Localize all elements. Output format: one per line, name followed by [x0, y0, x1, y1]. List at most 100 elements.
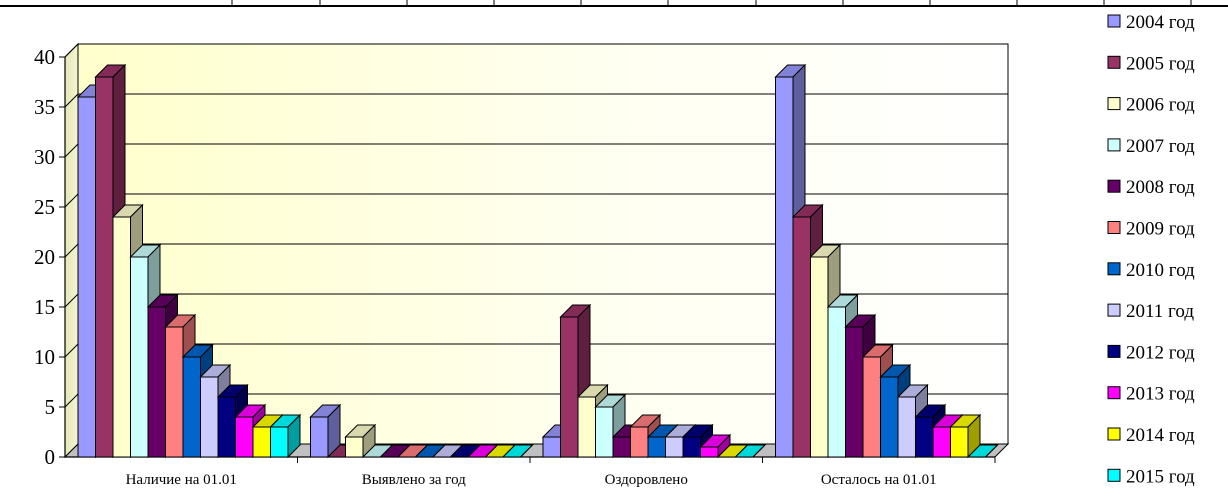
legend-swatch	[1107, 344, 1121, 358]
legend: 2004 год 2005 год 2006 год 2007 год 2008 год…	[1107, 12, 1195, 487]
legend-label: 2013 год	[1126, 384, 1195, 405]
legend-label: 2010 год	[1126, 260, 1195, 281]
bar-front	[682, 436, 701, 458]
legend-item: 2005 год	[1107, 53, 1195, 74]
legend-swatch	[1107, 138, 1121, 152]
bar-front	[647, 436, 666, 458]
y-tick-label: 25	[34, 195, 55, 219]
legend-label: 2009 год	[1126, 219, 1195, 240]
bar-front	[612, 436, 631, 458]
bar	[344, 423, 377, 459]
legend-item: 2007 год	[1107, 136, 1195, 157]
bar-front	[560, 316, 579, 458]
bars	[76, 63, 999, 459]
bar-front	[182, 356, 201, 458]
bar	[269, 413, 302, 459]
bar-front	[792, 216, 811, 458]
legend-label: 2014 год	[1126, 425, 1195, 446]
legend-item: 2006 год	[1107, 95, 1195, 116]
legend-swatch	[1107, 97, 1121, 111]
top-table-border	[0, 0, 1228, 7]
legend-swatch	[1107, 303, 1121, 317]
y-tick-label: 10	[34, 345, 55, 369]
legend-label: 2011 год	[1126, 301, 1194, 322]
bar-front	[932, 426, 951, 458]
bar	[309, 403, 342, 459]
bar-front	[775, 76, 794, 458]
legend-label: 2012 год	[1126, 342, 1195, 363]
bar-front	[897, 396, 916, 458]
y-tick-label: 0	[45, 445, 56, 469]
bar-front	[310, 416, 329, 458]
legend-item: 2010 год	[1107, 260, 1195, 281]
legend-item: 2004 год	[1107, 12, 1195, 33]
x-category-label: Осталось на 01.01	[821, 472, 937, 488]
x-category-label: Наличие на 01.01	[126, 472, 237, 488]
bar-front	[165, 326, 184, 458]
bar-front	[252, 426, 271, 458]
legend-item: 2009 год	[1107, 219, 1195, 240]
bar-front	[77, 96, 96, 458]
bar-side	[520, 444, 533, 458]
y-tick-label: 15	[34, 295, 55, 319]
bar-front	[880, 376, 899, 458]
legend-swatch	[1107, 468, 1121, 482]
legend-label: 2015 год	[1126, 466, 1195, 487]
bar-side	[287, 413, 301, 459]
bar-front	[130, 256, 149, 458]
legend-swatch	[1107, 221, 1121, 234]
bar-front	[270, 426, 289, 458]
bar-front	[827, 306, 846, 458]
legend-swatch	[1107, 179, 1121, 193]
legend-label: 2006 год	[1126, 95, 1195, 116]
bar-front	[235, 416, 254, 458]
bar-front	[200, 376, 219, 458]
legend-item: 2008 год	[1107, 177, 1195, 198]
x-category-label: Оздоровлено	[605, 472, 688, 488]
bar-front	[665, 436, 684, 458]
y-tick-label: 40	[34, 45, 55, 69]
bar	[501, 444, 534, 458]
bar	[966, 444, 999, 458]
y-tick-label: 30	[34, 145, 55, 169]
legend-label: 2005 год	[1126, 53, 1195, 74]
x-category-label: Выявлено за год	[362, 472, 466, 488]
legend-swatch	[1107, 14, 1121, 28]
bar-front	[630, 426, 649, 458]
legend-swatch	[1107, 262, 1121, 276]
y-tick-label: 35	[34, 95, 55, 119]
legend-item: 2011 год	[1107, 301, 1194, 322]
bar-front	[862, 356, 881, 458]
legend-label: 2008 год	[1126, 177, 1195, 198]
gridline	[64, 93, 1008, 108]
legend-label: 2007 год	[1126, 136, 1195, 157]
bar-front	[147, 306, 166, 458]
legend-item: 2013 год	[1107, 384, 1195, 405]
y-tick-labels: 0 5 10 15 20 25 30 35 40	[34, 45, 55, 469]
bar-front	[95, 76, 114, 458]
bar-front	[595, 406, 614, 458]
bar-front	[112, 216, 131, 458]
bar-side	[752, 444, 766, 458]
legend-swatch	[1107, 427, 1121, 441]
y-tick-label: 20	[34, 245, 55, 269]
bar-front	[950, 426, 969, 458]
bar	[734, 444, 767, 458]
bar-front	[700, 446, 719, 458]
bar-front	[542, 436, 561, 458]
legend-label: 2004 год	[1126, 12, 1195, 33]
legend-swatch	[1107, 386, 1121, 400]
bar-side	[985, 444, 998, 458]
legend-item: 2012 год	[1107, 342, 1195, 363]
bar-front	[217, 396, 236, 458]
gridline	[64, 43, 1008, 58]
bar-front	[577, 396, 596, 458]
legend-item: 2014 год	[1107, 425, 1195, 446]
bar-front	[915, 416, 934, 458]
y-tick-label: 5	[45, 395, 56, 419]
legend-item: 2015 год	[1107, 466, 1195, 487]
bar-front	[845, 326, 864, 458]
x-category-labels: Наличие на 01.01 Выявлено за год Оздоровле…	[126, 472, 937, 488]
